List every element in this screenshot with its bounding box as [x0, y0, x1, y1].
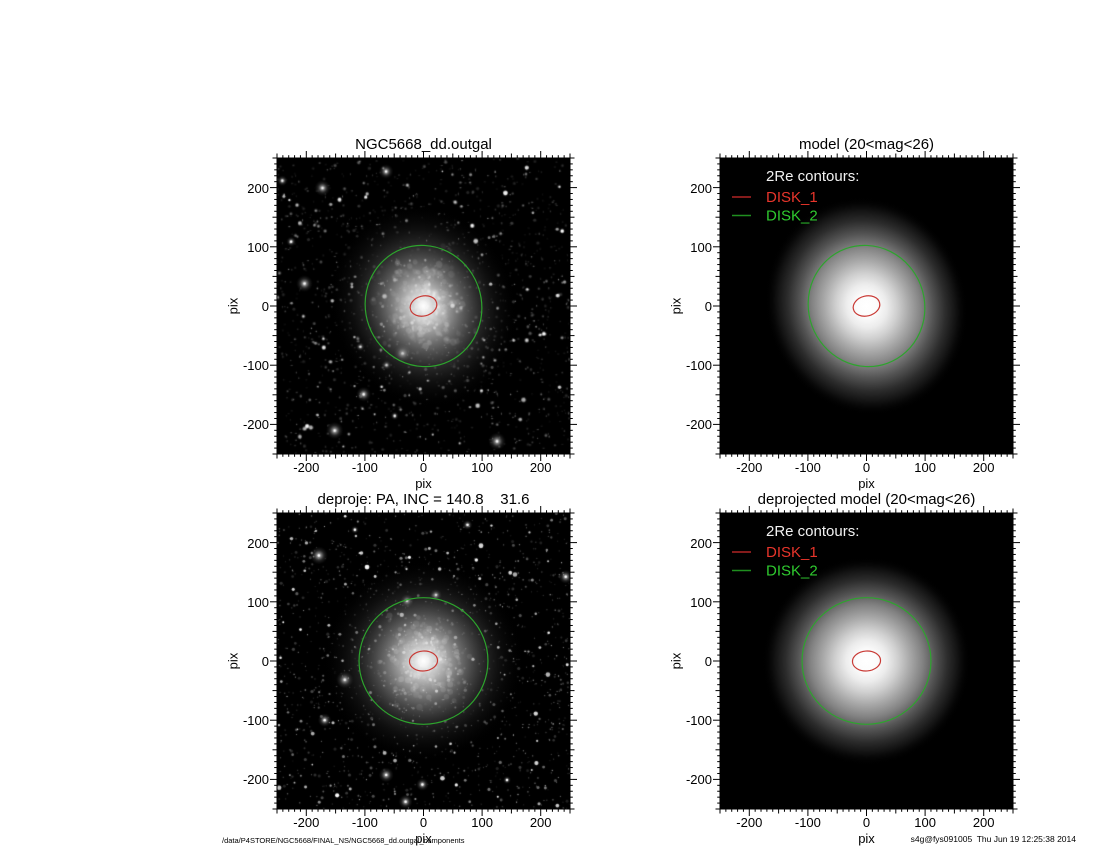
- legend: 2Re contours: DISK_1 DISK_2: [732, 168, 859, 225]
- axis-ticks: 2Re contours: DISK_1 DISK_2: [713, 151, 1020, 461]
- x-tick-label: -100: [351, 815, 378, 830]
- disk_1-contour: [851, 650, 882, 672]
- x-tick-label: -200: [293, 815, 320, 830]
- panel-overlay: 2Re contours: DISK_1 DISK_2: [713, 151, 1020, 461]
- y-tick-label: 100: [690, 239, 712, 255]
- x-tick-label: 0: [419, 460, 428, 475]
- legend-item-label: DISK_2: [766, 208, 818, 225]
- x-tick-label: 200: [972, 460, 995, 475]
- legend-title: 2Re contours:: [766, 168, 859, 185]
- legend-item-label: DISK_2: [766, 563, 818, 580]
- y-tick-label: 100: [247, 594, 269, 610]
- y-tick-label: 200: [690, 535, 712, 551]
- y-tick-label: 200: [247, 535, 269, 551]
- x-tick-label: 100: [471, 815, 493, 830]
- panel-title: deproje: PA, INC = 140.8 31.6: [317, 491, 530, 508]
- y-tick-label: -100: [242, 358, 269, 374]
- deprojected-galaxy-image: [277, 513, 570, 809]
- y-tick-label: -200: [242, 772, 269, 788]
- panel-title: model (20<mag<26): [798, 136, 935, 153]
- user-timestamp: s4g@fys091005 Thu Jun 19 12:25:38 2014: [910, 834, 1076, 844]
- y-tick-label: -100: [685, 358, 712, 374]
- y-tick-label: 100: [247, 239, 269, 255]
- y-tick-label: 200: [690, 180, 712, 196]
- y-tick-label: -200: [242, 417, 269, 433]
- disk_1-contour: [409, 295, 438, 317]
- x-tick-label: 0: [862, 460, 871, 475]
- x-tick-label: 200: [529, 460, 552, 475]
- legend: 2Re contours: DISK_1 DISK_2: [732, 523, 859, 580]
- y-tick-label: -100: [685, 713, 712, 729]
- panel-observed: NGC5668_dd.outgal pix pix -200 -100 0 100 20…: [226, 136, 577, 491]
- deprojected-model-image: [720, 513, 1013, 809]
- axis-ticks: [270, 151, 577, 461]
- y-tick-label: 200: [247, 180, 269, 196]
- x-tick-label: -200: [293, 460, 320, 475]
- y-tick-label: -200: [685, 772, 712, 788]
- x-axis-label: pix: [858, 476, 875, 491]
- disk_1-contour: [852, 295, 881, 317]
- x-tick-label: -200: [736, 815, 763, 830]
- x-tick-label: 100: [914, 815, 936, 830]
- disk_2-contour: [807, 244, 926, 368]
- y-tick-label: 0: [261, 299, 269, 314]
- y-tick-label: -200: [685, 417, 712, 433]
- x-axis-label: pix: [415, 831, 432, 846]
- axis-ticks: [270, 506, 577, 816]
- y-tick-label: -100: [242, 713, 269, 729]
- disk_2-contour: [358, 597, 489, 725]
- output-file-path: /data/P4STORE/NGC5668/FINAL_NS/NGC5668_d…: [222, 836, 465, 845]
- x-tick-label: 200: [529, 815, 552, 830]
- x-tick-label: 0: [862, 815, 871, 830]
- disk_2-contour: [801, 597, 932, 725]
- x-tick-label: -200: [736, 460, 763, 475]
- x-tick-label: -100: [794, 460, 821, 475]
- disk_1-contour: [408, 650, 439, 672]
- x-axis-label: pix: [415, 476, 432, 491]
- y-tick-label: 0: [261, 654, 269, 669]
- panel-model: model (20<mag<26) 2Re contours: DISK_1 DIS…: [669, 136, 1020, 491]
- panel-title: deprojected model (20<mag<26): [757, 491, 976, 508]
- x-tick-label: -100: [351, 460, 378, 475]
- panel-overlay: [270, 151, 577, 461]
- observed-galaxy-image: [277, 158, 570, 454]
- y-tick-label: 0: [704, 299, 712, 314]
- y-tick-label: 100: [690, 594, 712, 610]
- panel-title: NGC5668_dd.outgal: [355, 136, 492, 153]
- disk_2-contour: [364, 244, 483, 368]
- x-tick-label: 100: [914, 460, 936, 475]
- legend-title: 2Re contours:: [766, 523, 859, 540]
- x-tick-label: 100: [471, 460, 493, 475]
- x-tick-label: 200: [972, 815, 995, 830]
- panel-overlay: [270, 506, 577, 816]
- axis-ticks: 2Re contours: DISK_1 DISK_2: [713, 506, 1020, 816]
- legend-item-label: DISK_1: [766, 189, 818, 206]
- x-axis-label: pix: [858, 831, 875, 846]
- legend-item-label: DISK_1: [766, 544, 818, 561]
- panel-deprojected-observed: deproje: PA, INC = 140.8 31.6 pix pix -2…: [226, 491, 577, 846]
- panel-deprojected-model: deprojected model (20<mag<26) 2Re contou…: [669, 491, 1020, 846]
- model-image: [720, 158, 1013, 454]
- y-tick-label: 0: [704, 654, 712, 669]
- x-tick-label: -100: [794, 815, 821, 830]
- x-tick-label: 0: [419, 815, 428, 830]
- panel-overlay: 2Re contours: DISK_1 DISK_2: [713, 506, 1020, 816]
